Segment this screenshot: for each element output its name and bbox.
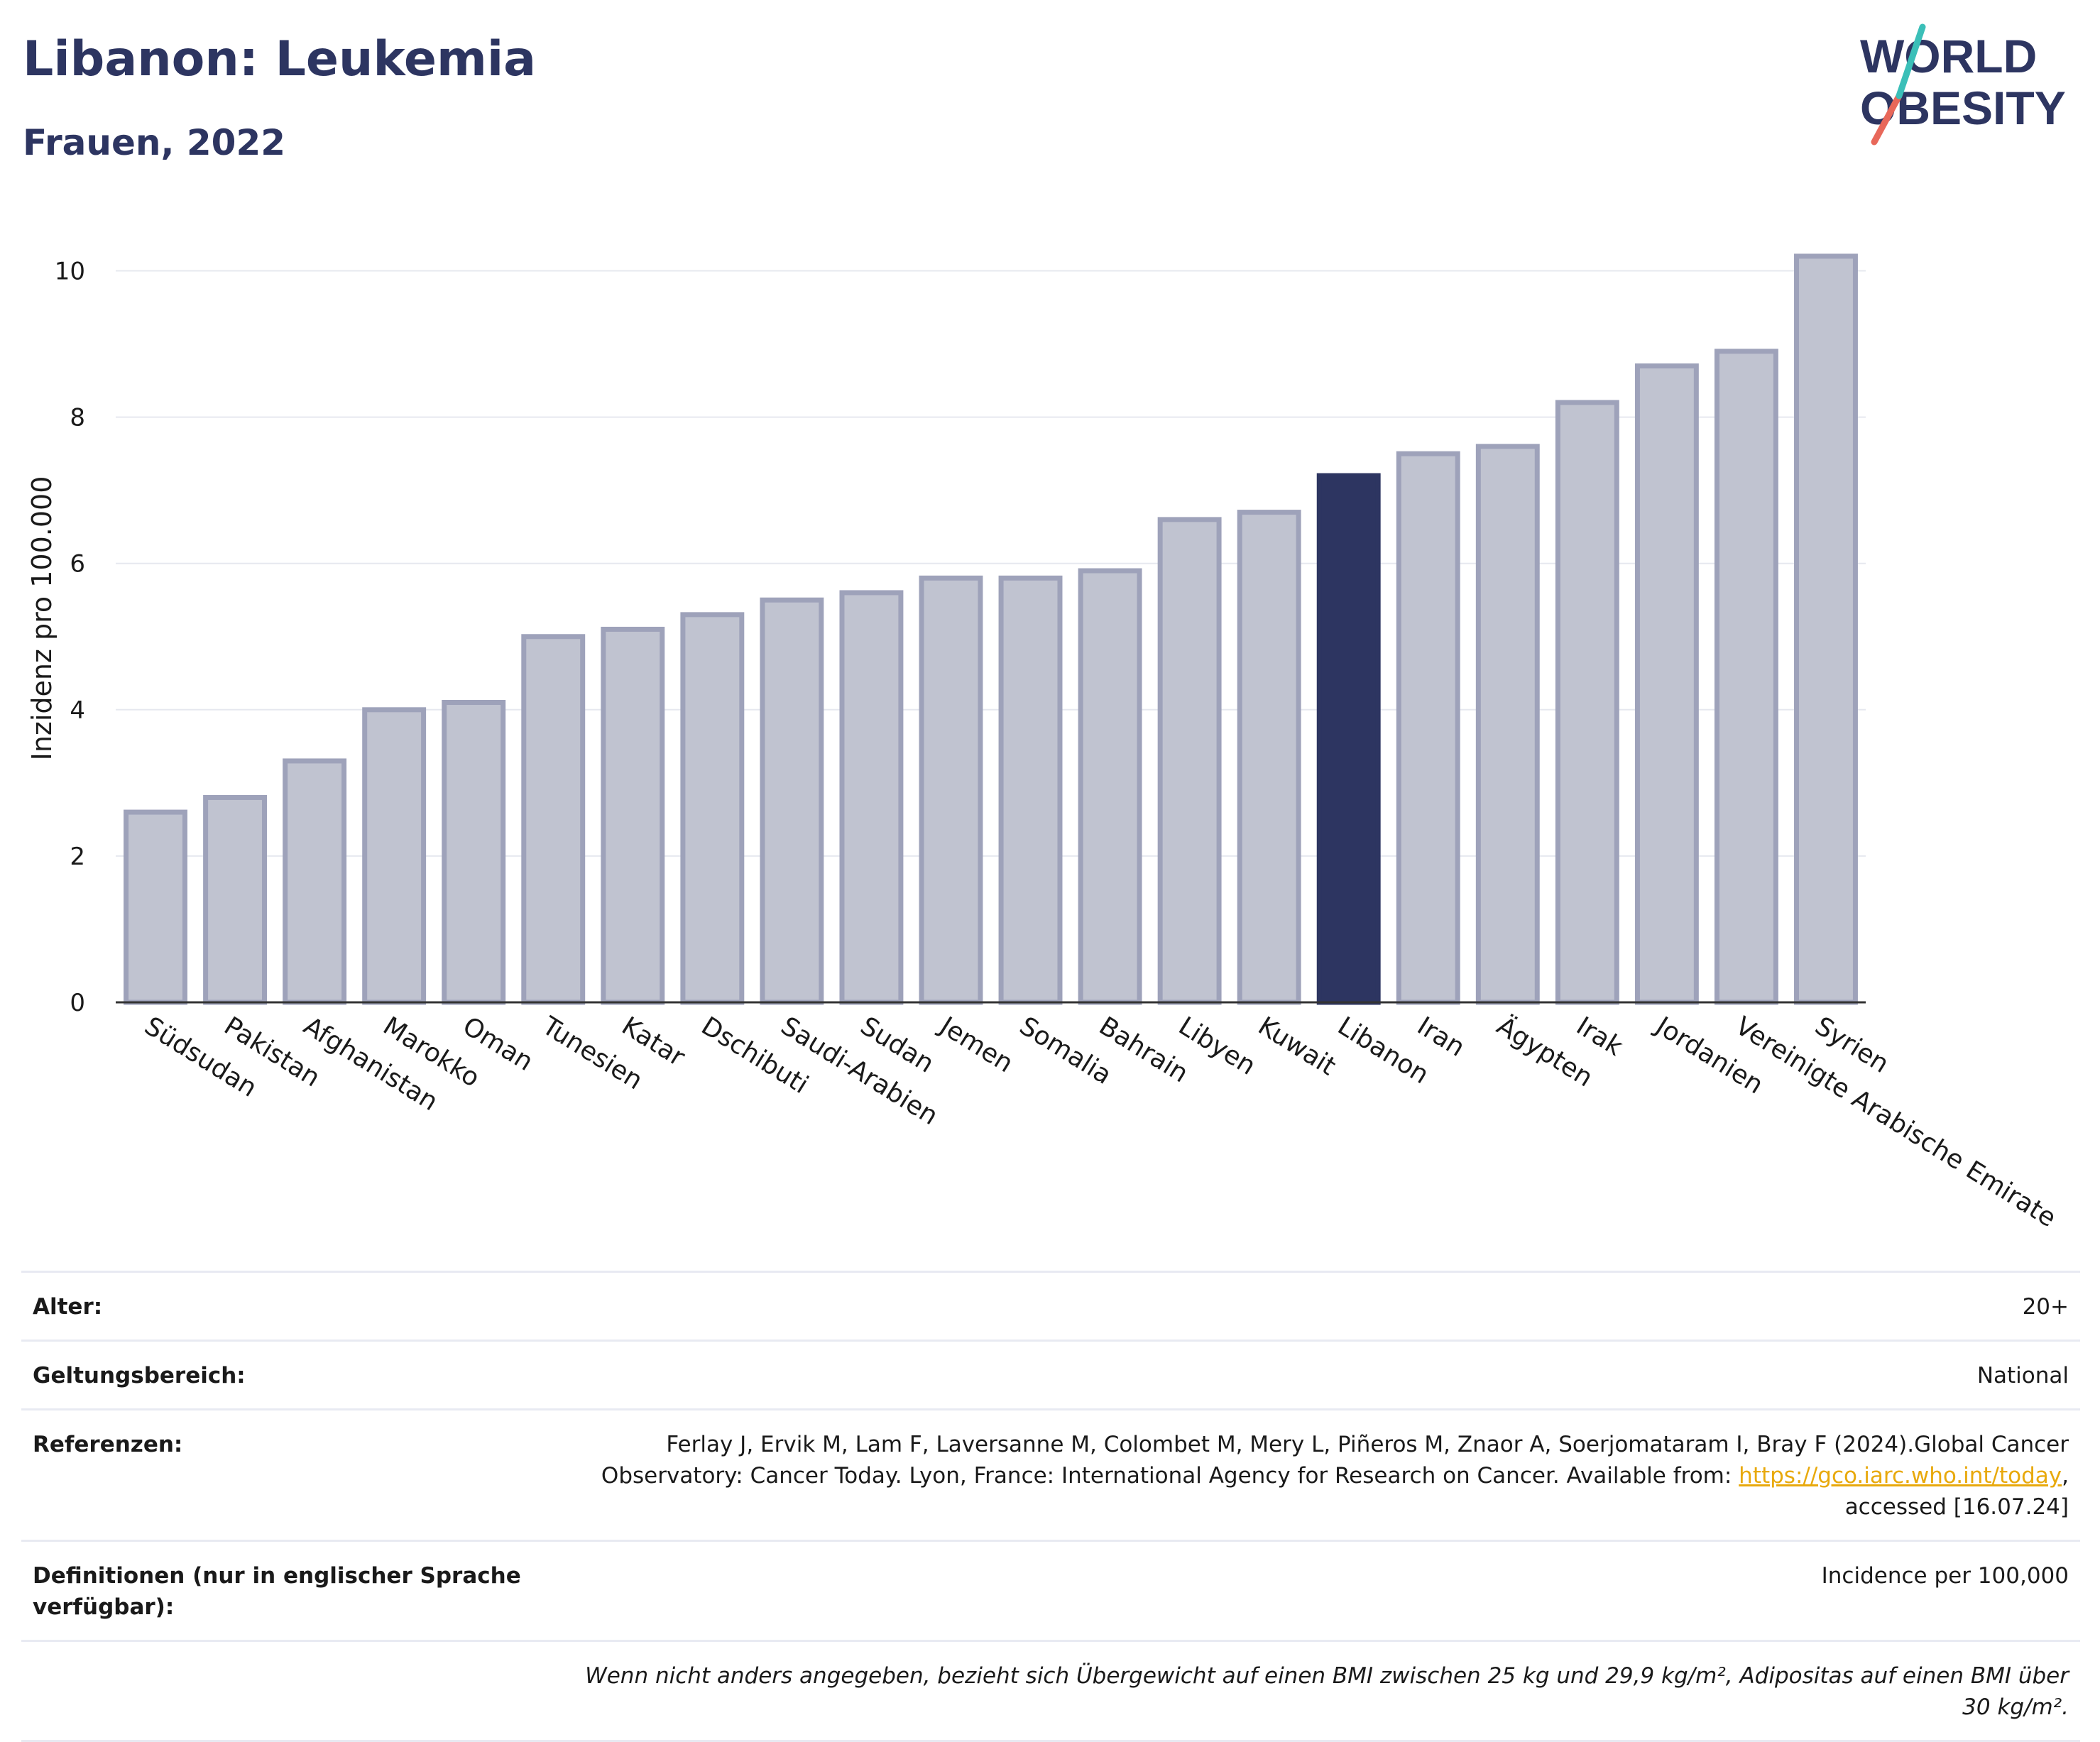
x-tick-label: Libanon: [1333, 1012, 1434, 1090]
x-tick-label: Vereinigte Arabische Emirate: [1730, 1012, 2061, 1233]
bar: [1475, 444, 1540, 1005]
bar: [283, 758, 347, 1005]
y-tick-label: 8: [70, 404, 85, 432]
meta-row-scope: Geltungsbereich: National: [21, 1340, 2080, 1408]
scope-label: Geltungsbereich:: [33, 1363, 246, 1388]
bar: [680, 612, 745, 1005]
x-tick-label: Iran: [1412, 1012, 1470, 1063]
bar: [601, 626, 665, 1005]
age-value: 20+: [2022, 1294, 2069, 1320]
meta-row-references: Referenzen: Ferlay J, Ervik M, Lam F, La…: [21, 1408, 2080, 1540]
y-tick-label: 2: [70, 843, 85, 871]
bar: [1555, 400, 1619, 1005]
bar: [1316, 473, 1381, 1005]
y-tick-label: 6: [70, 550, 85, 579]
page-title: Libanon: Leukemia: [23, 31, 537, 87]
bar: [124, 809, 187, 1005]
bar: [203, 794, 268, 1005]
bar: [1078, 568, 1142, 1005]
meta-row-age: Alter: 20+: [21, 1271, 2080, 1340]
x-tick-label: Irak: [1571, 1012, 1628, 1062]
bar: [521, 634, 586, 1005]
age-label: Alter:: [33, 1294, 103, 1320]
bar: [1634, 363, 1699, 1005]
definitions-value: Incidence per 100,000: [1821, 1563, 2069, 1589]
definitions-label: Definitionen (nur in englischer Sprache …: [33, 1563, 521, 1620]
bar: [442, 700, 506, 1005]
references-text: Ferlay J, Ervik M, Lam F, Laversanne M, …: [601, 1432, 2069, 1489]
meta-row-note: Wenn nicht anders angegeben, bezieht sic…: [21, 1640, 2080, 1742]
x-tick-label: Kuwait: [1253, 1012, 1341, 1082]
bar: [1157, 517, 1222, 1005]
x-tick-label: Afghanistan: [298, 1012, 442, 1117]
bar: [919, 575, 983, 1005]
world-obesity-logo: WORLD OBESITY: [1860, 23, 2066, 146]
y-tick-label: 10: [55, 258, 85, 286]
y-tick-label: 0: [70, 989, 85, 1017]
x-tick-label: Jemen: [934, 1011, 1018, 1079]
bar: [1237, 510, 1301, 1005]
references-label: Referenzen:: [33, 1432, 183, 1457]
bmi-note: Wenn nicht anders angegeben, bezieht sic…: [585, 1663, 2069, 1720]
references-suffix: , accessed [16.07.24]: [1844, 1463, 2069, 1520]
logo-line1: WORLD: [1860, 30, 2037, 82]
page-subtitle: Frauen, 2022: [23, 122, 286, 163]
y-tick-label: 4: [70, 696, 85, 725]
bar: [1714, 349, 1778, 1005]
bar: [1794, 253, 1858, 1005]
references-value: Ferlay J, Ervik M, Lam F, Laversanne M, …: [578, 1429, 2069, 1523]
y-axis-label: Inzidenz pro 100.000: [26, 476, 58, 761]
bar: [998, 575, 1063, 1005]
metadata-table: Alter: 20+ Geltungsbereich: National Ref…: [21, 1271, 2080, 1742]
scope-value: National: [1976, 1363, 2069, 1388]
logo-slash-upper: [1896, 23, 1926, 99]
logo-slash-lower: [1871, 92, 1903, 146]
bar: [1396, 451, 1460, 1005]
references-link[interactable]: https://gco.iarc.who.int/today: [1739, 1463, 2062, 1489]
bar: [362, 707, 427, 1005]
bar: [760, 597, 824, 1005]
meta-row-definitions: Definitionen (nur in englischer Sprache …: [21, 1540, 2080, 1640]
bar: [839, 590, 904, 1005]
